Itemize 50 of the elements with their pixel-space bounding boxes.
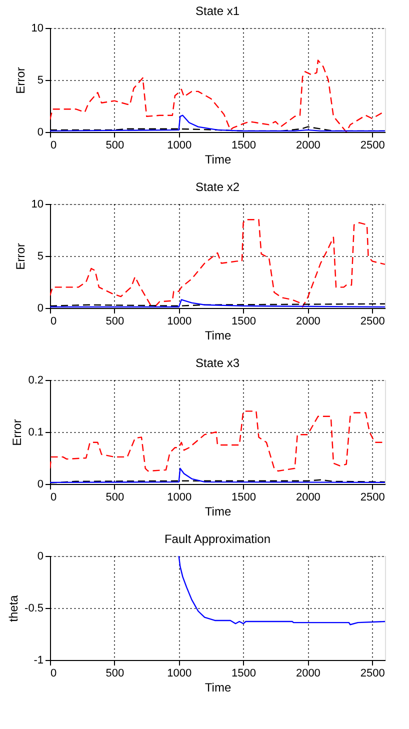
x-tick-label: 1500 [232,140,256,152]
x-tick-label: 0 [50,316,57,328]
x-tick-label: 0 [50,140,57,152]
y-tick-label: 10 [31,198,44,210]
x-tick-label: 500 [106,492,124,504]
line-series [178,556,385,626]
y-tick-label: 0.2 [28,374,44,386]
y-tick-label: 0 [37,302,44,314]
x-axis-title: Time [204,680,232,694]
x-tick-label: 0 [50,668,57,680]
line-series [50,410,385,472]
x-tick-label: 500 [106,140,124,152]
x-tick-label: 1500 [232,492,256,504]
x-tick-label: 1000 [167,492,192,504]
x-tick-label: 500 [106,668,124,680]
y-tick-label: 0 [37,126,44,138]
x-tick-label: 1000 [167,140,192,152]
y-tick-label: 0 [37,478,44,490]
x-tick-label: 0 [50,492,57,504]
y-tick-label: -1 [34,654,44,666]
y-tick-label: 0.1 [28,426,44,438]
chart-title: State x3 [195,356,240,370]
x-axis-title: Time [204,504,232,518]
x-tick-label: 1000 [167,316,192,328]
y-axis-title: Error [13,243,28,270]
chart-title: State x1 [195,4,240,18]
x-tick-label: 2000 [296,316,320,328]
x-tick-label: 2500 [360,492,385,504]
chart-title: State x2 [195,180,240,194]
x-tick-label: 2500 [360,140,385,152]
x-tick-label: 500 [106,316,124,328]
x-tick-label: 2500 [360,668,385,680]
x-tick-label: 2000 [296,668,320,680]
chart-title: Fault Approximation [164,532,271,546]
y-tick-label: 10 [31,22,44,34]
y-axis-title: Error [10,419,24,446]
x-tick-label: 2000 [296,140,320,152]
x-tick-label: 1500 [232,668,256,680]
x-tick-label: 2000 [296,492,320,504]
y-axis-title: Error [13,67,28,94]
x-axis-title: Time [204,328,232,342]
x-tick-label: 1000 [167,668,192,680]
x-axis-title: Time [204,152,232,166]
y-tick-label: -0.5 [24,602,44,614]
x-tick-label: 2500 [360,316,385,328]
y-tick-label: 5 [37,74,44,86]
y-tick-label: 5 [37,250,44,262]
y-tick-label: 0 [37,550,44,562]
x-tick-label: 1500 [232,316,256,328]
y-axis-title: theta [6,594,21,622]
